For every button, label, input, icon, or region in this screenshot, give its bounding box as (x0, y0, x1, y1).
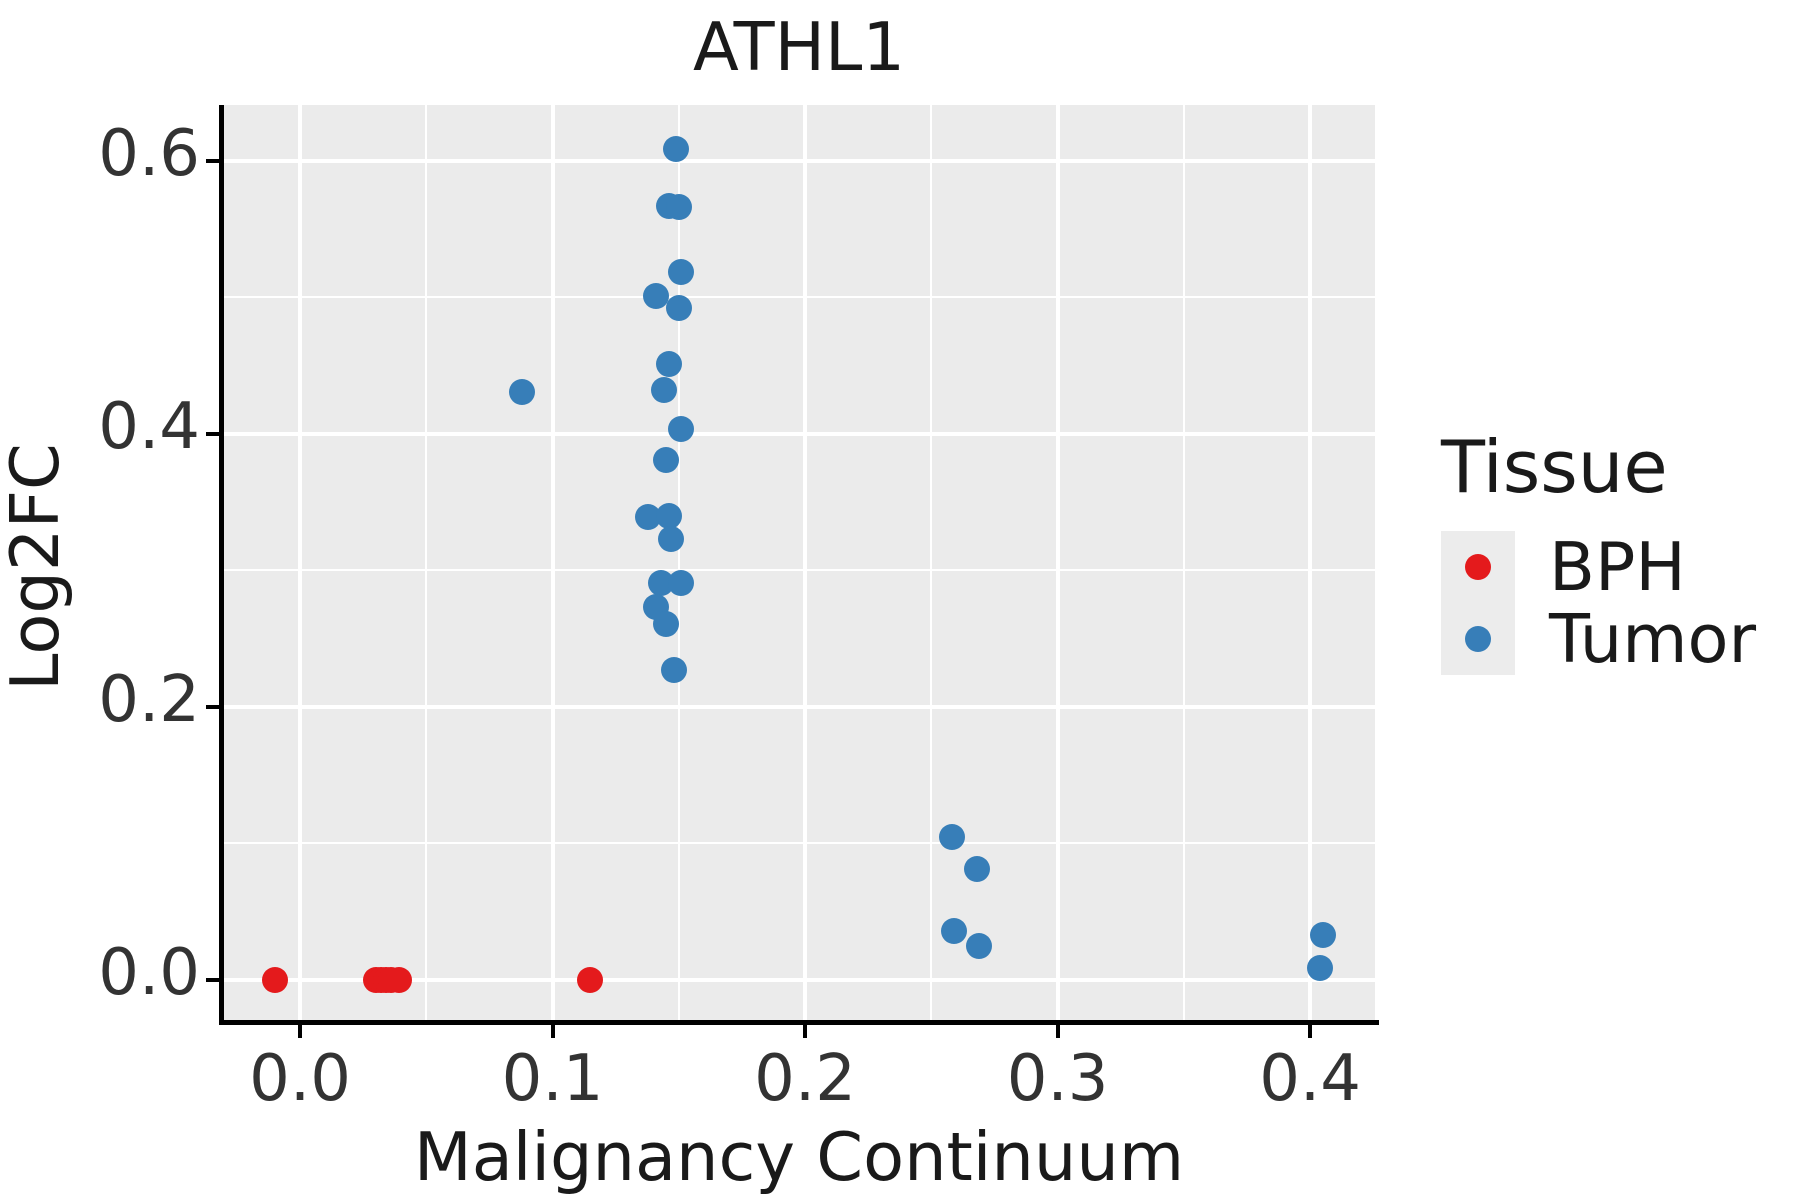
data-point-tumor (655, 351, 682, 378)
data-point-tumor (941, 917, 968, 944)
gridline (930, 105, 933, 1022)
x-tick-label: 0.1 (501, 1042, 604, 1116)
x-tick-mark (1308, 1025, 1313, 1038)
y-axis-line (219, 105, 224, 1025)
legend-label: Tumor (1549, 600, 1757, 678)
y-tick-label: 0.0 (98, 935, 200, 1010)
gridline (223, 296, 1375, 299)
data-point-tumor (668, 258, 695, 285)
data-point-tumor (655, 502, 682, 529)
data-point-bph (577, 966, 604, 993)
x-tick-mark (1055, 1025, 1060, 1038)
y-axis-title: Log2FC (0, 443, 74, 691)
data-point-tumor (1307, 954, 1334, 981)
gridline (223, 569, 1375, 572)
x-axis-line (219, 1020, 1379, 1025)
y-tick-mark (206, 158, 219, 163)
data-point-tumor (938, 823, 965, 850)
y-tick-mark (206, 977, 219, 982)
y-tick-mark (206, 431, 219, 436)
x-tick-label: 0.3 (1006, 1042, 1109, 1116)
data-point-tumor (665, 295, 692, 322)
data-point-tumor (668, 415, 695, 442)
gridline (223, 704, 1375, 709)
gridline (803, 105, 808, 1022)
x-tick-mark (803, 1025, 808, 1038)
data-point-tumor (509, 378, 536, 405)
y-tick-mark (206, 704, 219, 709)
gridline (1182, 105, 1185, 1022)
legend-dot-icon (1465, 554, 1491, 580)
gridline (223, 158, 1375, 163)
gridline (1308, 105, 1313, 1022)
data-point-tumor (653, 610, 680, 637)
data-point-tumor (660, 657, 687, 684)
y-tick-label: 0.2 (98, 662, 200, 737)
plot-title: ATHL1 (693, 8, 905, 86)
gridline (223, 842, 1375, 845)
data-point-tumor (668, 569, 695, 596)
legend-items: BPH Tumor (1441, 528, 1757, 678)
data-point-bph (261, 966, 288, 993)
data-point-tumor (966, 932, 993, 959)
legend-label: BPH (1549, 528, 1686, 606)
legend-item-bph: BPH (1441, 528, 1756, 606)
legend-dot-icon (1465, 626, 1491, 652)
x-tick-mark (550, 1025, 555, 1038)
data-point-tumor (963, 856, 990, 883)
data-point-tumor (658, 526, 685, 553)
legend-key (1441, 531, 1515, 603)
gridline (1055, 105, 1060, 1022)
y-tick-label: 0.6 (98, 116, 200, 191)
data-point-tumor (1309, 921, 1336, 948)
legend-title: Tissue (1441, 425, 1668, 509)
gridline (550, 105, 555, 1022)
y-tick-label: 0.4 (98, 389, 200, 464)
legend-key (1441, 603, 1515, 675)
legend-item-tumor: Tumor (1441, 600, 1757, 678)
legend: Tissue BPH Tumor (1441, 425, 1757, 678)
x-tick-label: 0.2 (754, 1042, 856, 1116)
data-point-tumor (663, 135, 690, 162)
gridline (223, 977, 1375, 982)
gridline (223, 431, 1375, 436)
x-tick-mark (298, 1025, 303, 1038)
data-point-tumor (653, 446, 680, 473)
data-point-tumor (665, 194, 692, 221)
data-point-bph (385, 966, 412, 993)
plot-panel (223, 105, 1375, 1022)
data-point-tumor (643, 283, 670, 310)
x-tick-label: 0.4 (1259, 1042, 1361, 1116)
x-tick-label: 0.0 (249, 1042, 351, 1116)
gridline (677, 105, 680, 1022)
data-point-tumor (650, 377, 677, 404)
gridline (298, 105, 303, 1022)
x-axis-title: Malignancy Continuum (413, 1118, 1185, 1196)
gridline (425, 105, 428, 1022)
